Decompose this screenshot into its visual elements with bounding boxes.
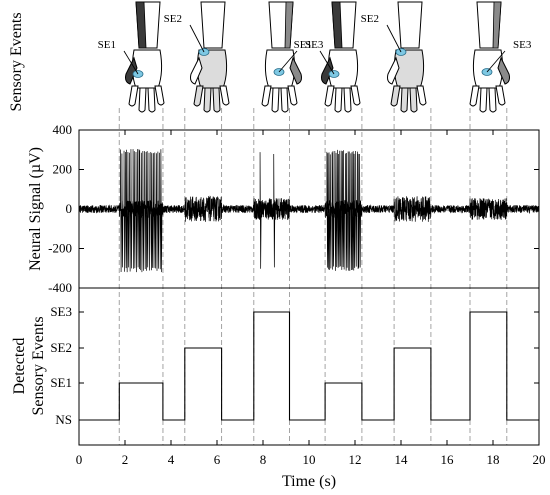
forearm-outline [397,1,423,49]
signal-y-tick-label: 200 [53,162,73,177]
hand-illustration: SE2 [164,1,230,113]
finger [271,87,280,113]
x-tick-label: 20 [533,452,546,467]
finger [488,87,497,113]
event-pointer [189,24,205,53]
finger [212,87,221,113]
finger [128,85,139,107]
finger [390,85,401,107]
events-y-tick-label: SE2 [50,340,72,355]
thumb-se3 [497,56,510,85]
x-tick-label: 8 [260,452,267,467]
finger [193,85,204,107]
finger [154,85,165,106]
detected-events-panel: NS SE1 SE2 SE3 0 2 4 6 8 10 12 14 16 18 20 Detected S… [11,130,546,490]
region-se3 [492,1,502,49]
hand-illustration: SE1 [98,1,165,113]
finger [280,87,289,113]
events-y-tick-label: SE3 [50,304,72,319]
finger [400,87,409,113]
neural-signal-trace [78,149,540,273]
finger [324,85,335,107]
events-y-axis-label-line2: Sensory Events [30,316,47,415]
hand-illustration: SE3 [469,1,532,113]
finger [287,85,298,106]
x-tick-label: 2 [122,452,129,467]
x-tick-label: 18 [487,452,500,467]
signal-y-tick-label: -200 [48,241,72,256]
event-guide-lines [118,108,508,445]
finger [350,85,361,106]
detected-events-step-line [79,311,539,421]
finger [219,85,230,106]
x-tick-label: 10 [303,452,316,467]
region-se3 [284,1,294,49]
event-label: SE3 [305,39,324,51]
event-pointer [386,24,402,53]
finger [138,87,147,113]
events-y-tick-label: SE1 [50,375,72,390]
finger [261,85,272,107]
event-label: SE1 [294,39,312,51]
x-tick-label: 0 [76,452,83,467]
finger [203,87,212,113]
event-label: SE2 [164,13,182,25]
finger [334,87,343,113]
hand-illustration: SE3 [261,1,324,113]
sensory-events-row-label: Sensory Events [8,12,25,111]
event-pointer [123,50,139,75]
event-label: SE3 [513,39,532,51]
thumb-se1 [321,56,334,85]
hand-illustration: SE1 [294,1,361,113]
event-label: SE2 [361,13,379,25]
events-y-axis-label-line1: Detected [11,338,28,395]
x-tick-label: 4 [168,452,175,467]
finger [343,87,352,113]
events-y-ticks: NS SE1 SE2 SE3 [50,304,539,427]
signal-y-tick-label: 400 [53,122,73,137]
region-se1 [331,1,343,49]
finger [409,87,418,113]
finger [416,85,427,106]
forearm-outline [200,1,226,49]
events-x-ticks: 0 2 4 6 8 10 12 14 16 18 20 [76,130,546,467]
hand-illustration: SE2 [361,1,427,113]
x-tick-label: 6 [214,452,221,467]
signal-y-ticks: -400 -200 0 200 400 [48,122,539,295]
thumb [190,56,203,85]
x-tick-label: 16 [441,452,455,467]
finger [479,87,488,113]
region-se1 [135,1,147,49]
signal-y-axis-label: Neural Signal (µV) [27,147,44,271]
signal-y-tick-label: -400 [48,280,72,295]
event-label: SE1 [98,39,116,51]
neural-signal-panel: -400 -200 0 200 400 Neural Signal (µV) [27,122,540,295]
signal-y-tick-label: 0 [66,201,73,216]
thumb-se1 [125,56,138,85]
x-tick-label: 14 [395,452,409,467]
event-pointer [278,50,298,73]
thumb [387,56,400,85]
finger [495,85,506,106]
events-y-tick-label: NS [55,412,72,427]
event-pointer [319,50,335,75]
event-pointer [486,50,506,73]
x-tick-label: 12 [349,452,362,467]
x-axis-label: Time (s) [282,473,336,490]
finger [469,85,480,107]
thumb-se3 [289,56,302,85]
finger [147,87,156,113]
